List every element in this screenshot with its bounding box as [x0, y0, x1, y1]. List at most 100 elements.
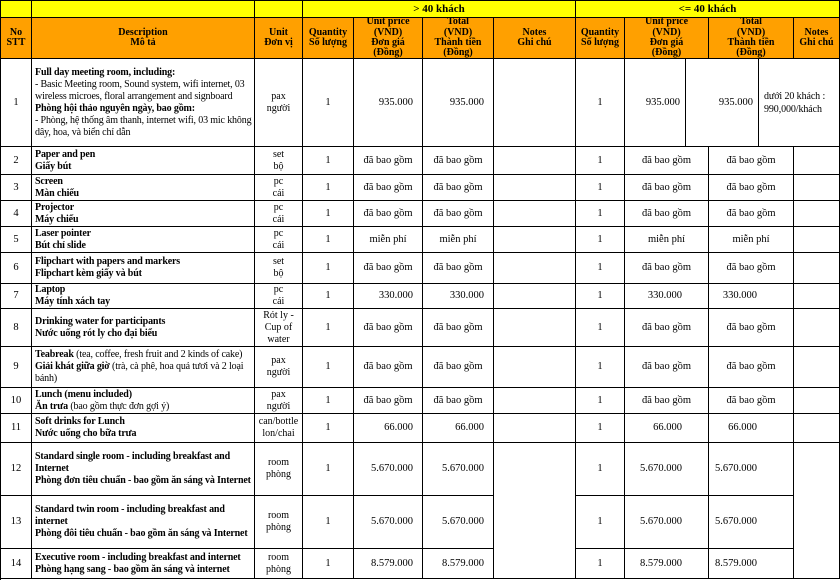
- cell-r12-total-lte40[interactable]: 5.670.000: [709, 443, 794, 496]
- cell-r9-unit-price-gt40[interactable]: đã bao gồm: [354, 347, 423, 388]
- cell-r9-description[interactable]: Teabreak (tea, coffee, fresh fruit and 2…: [32, 347, 255, 388]
- cell-r6-quantity-gt40[interactable]: 1: [303, 253, 354, 284]
- cell-r3-unit-price-gt40[interactable]: đã bao gồm: [354, 175, 423, 201]
- cell-r14-unit[interactable]: room phòng: [255, 549, 303, 579]
- cell-r2-notes-gt40[interactable]: [494, 147, 576, 175]
- corner-cell-no[interactable]: [1, 1, 32, 18]
- col-header-total-gt40[interactable]: Total (VND) Thành tiền (Đồng): [423, 18, 494, 59]
- col-header-notes-gt40[interactable]: Notes Ghi chú: [494, 18, 576, 59]
- cell-r1-unit-price-gt40[interactable]: 935.000: [354, 59, 423, 147]
- cell-r3-description[interactable]: Screen Màn chiếu: [32, 175, 255, 201]
- cell-r7-notes-lte40[interactable]: [794, 284, 840, 309]
- cell-r1-quantity-lte40[interactable]: 1: [576, 59, 625, 147]
- cell-r13-quantity-lte40[interactable]: 1: [576, 496, 625, 549]
- col-header-unit[interactable]: Unit Đơn vị: [255, 18, 303, 59]
- cell-r4-quantity-gt40[interactable]: 1: [303, 201, 354, 227]
- cell-r9-unit[interactable]: pax người: [255, 347, 303, 388]
- cell-r8-quantity-lte40[interactable]: 1: [576, 309, 625, 347]
- cell-r11-notes-gt40[interactable]: [494, 414, 576, 443]
- cell-r7-unit[interactable]: pc cái: [255, 284, 303, 309]
- cell-r9-notes-gt40[interactable]: [494, 347, 576, 388]
- cell-r8-notes-lte40[interactable]: [794, 309, 840, 347]
- cell-r1-description[interactable]: Full day meeting room, including: - Basic…: [32, 59, 255, 147]
- cell-r14-unit-price-lte40[interactable]: 8.579.000: [625, 549, 709, 579]
- cell-r10-unit-price-lte40[interactable]: đã bao gồm: [625, 388, 709, 414]
- cell-r10-description[interactable]: Lunch (menu included) Ăn trưa (bao gồm th…: [32, 388, 255, 414]
- cell-r1-unit[interactable]: pax người: [255, 59, 303, 147]
- cell-r5-unit[interactable]: pc cái: [255, 227, 303, 253]
- cell-r2-unit-price-lte40[interactable]: đã bao gồm: [625, 147, 709, 175]
- corner-cell-description[interactable]: [32, 1, 255, 18]
- col-header-description[interactable]: Description Mô tả: [32, 18, 255, 59]
- cell-r13-notes-gt40[interactable]: [494, 496, 576, 549]
- cell-r11-notes-lte40[interactable]: [794, 414, 840, 443]
- cell-r7-quantity-gt40[interactable]: 1: [303, 284, 354, 309]
- cell-r13-quantity-gt40[interactable]: 1: [303, 496, 354, 549]
- cell-r2-no[interactable]: 2: [1, 147, 32, 175]
- cell-r3-total-gt40[interactable]: đã bao gồm: [423, 175, 494, 201]
- cell-r10-quantity-gt40[interactable]: 1: [303, 388, 354, 414]
- cell-r12-unit[interactable]: room phòng: [255, 443, 303, 496]
- cell-r11-total-gt40[interactable]: 66.000: [423, 414, 494, 443]
- cell-r2-total-gt40[interactable]: đã bao gồm: [423, 147, 494, 175]
- cell-r4-total-lte40[interactable]: đã bao gồm: [709, 201, 794, 227]
- cell-r6-unit[interactable]: set bộ: [255, 253, 303, 284]
- cell-r6-unit-price-gt40[interactable]: đã bao gồm: [354, 253, 423, 284]
- cell-r4-description[interactable]: Projector Máy chiếu: [32, 201, 255, 227]
- cell-r4-quantity-lte40[interactable]: 1: [576, 201, 625, 227]
- cell-r13-total-gt40[interactable]: 5.670.000: [423, 496, 494, 549]
- col-header-total-lte40[interactable]: Total (VND) Thành tiền (Đồng): [709, 18, 794, 59]
- col-header-unit-price-lte40[interactable]: Unit price (VND) Đơn giá (Đồng): [625, 18, 709, 59]
- cell-r5-total-gt40[interactable]: miễn phí: [423, 227, 494, 253]
- cell-r1-quantity-gt40[interactable]: 1: [303, 59, 354, 147]
- cell-r5-quantity-lte40[interactable]: 1: [576, 227, 625, 253]
- cell-r7-notes-gt40[interactable]: [494, 284, 576, 309]
- cell-r13-unit-price-lte40[interactable]: 5.670.000: [625, 496, 709, 549]
- col-header-quantity-gt40[interactable]: Quantity Số lượng: [303, 18, 354, 59]
- cell-r13-unit-price-gt40[interactable]: 5.670.000: [354, 496, 423, 549]
- cell-r12-unit-price-lte40[interactable]: 5.670.000: [625, 443, 709, 496]
- cell-r3-total-lte40[interactable]: đã bao gồm: [709, 175, 794, 201]
- cell-r14-unit-price-gt40[interactable]: 8.579.000: [354, 549, 423, 579]
- cell-r3-notes-lte40[interactable]: [794, 175, 840, 201]
- cell-r9-quantity-lte40[interactable]: 1: [576, 347, 625, 388]
- cell-r3-unit-price-lte40[interactable]: đã bao gồm: [625, 175, 709, 201]
- cell-r4-notes-gt40[interactable]: [494, 201, 576, 227]
- col-header-quantity-lte40[interactable]: Quantity Số lượng: [576, 18, 625, 59]
- cell-r12-description[interactable]: Standard single room - including breakfa…: [32, 443, 255, 496]
- cell-r11-total-lte40[interactable]: 66.000: [709, 414, 794, 443]
- cell-r13-unit[interactable]: room phòng: [255, 496, 303, 549]
- cell-r4-notes-lte40[interactable]: [794, 201, 840, 227]
- cell-r5-notes-lte40[interactable]: [794, 227, 840, 253]
- cell-r10-no[interactable]: 10: [1, 388, 32, 414]
- cell-r8-total-lte40[interactable]: đã bao gồm: [709, 309, 794, 347]
- cell-r8-description[interactable]: Drinking water for participants Nước uống…: [32, 309, 255, 347]
- cell-r9-no[interactable]: 9: [1, 347, 32, 388]
- cell-r11-unit[interactable]: can/bottle lon/chai: [255, 414, 303, 443]
- cell-r2-notes-lte40[interactable]: [794, 147, 840, 175]
- corner-cell-unit[interactable]: [255, 1, 303, 18]
- cell-r9-unit-price-lte40[interactable]: đã bao gồm: [625, 347, 709, 388]
- cell-r10-quantity-lte40[interactable]: 1: [576, 388, 625, 414]
- cell-r14-quantity-lte40[interactable]: 1: [576, 549, 625, 579]
- cell-r14-quantity-gt40[interactable]: 1: [303, 549, 354, 579]
- cell-r6-description[interactable]: Flipchart with papers and markers Flipcha…: [32, 253, 255, 284]
- cell-r6-total-gt40[interactable]: đã bao gồm: [423, 253, 494, 284]
- cell-r5-unit-price-lte40[interactable]: miễn phí: [625, 227, 709, 253]
- cell-r13-description[interactable]: Standard twin room - including breakfast…: [32, 496, 255, 549]
- cell-r14-total-gt40[interactable]: 8.579.000: [423, 549, 494, 579]
- cell-r11-description[interactable]: Soft drinks for Lunch Nước uống cho bữa t…: [32, 414, 255, 443]
- cell-r13-notes-lte40[interactable]: [794, 496, 840, 549]
- cell-r12-total-gt40[interactable]: 5.670.000: [423, 443, 494, 496]
- cell-r8-notes-gt40[interactable]: [494, 309, 576, 347]
- cell-r3-unit[interactable]: pc cái: [255, 175, 303, 201]
- cell-r8-unit[interactable]: Rót ly - Cup of water: [255, 309, 303, 347]
- col-header-no[interactable]: No STT: [1, 18, 32, 59]
- cell-r2-total-lte40[interactable]: đã bao gồm: [709, 147, 794, 175]
- cell-r12-notes-lte40[interactable]: [794, 443, 840, 496]
- cell-r1-unit-price-lte40[interactable]: 935.000: [625, 59, 686, 147]
- cell-r14-no[interactable]: 14: [1, 549, 32, 579]
- cell-r4-unit-price-gt40[interactable]: đã bao gồm: [354, 201, 423, 227]
- cell-r13-no[interactable]: 13: [1, 496, 32, 549]
- cell-r1-total-lte40[interactable]: 935.000: [686, 59, 759, 147]
